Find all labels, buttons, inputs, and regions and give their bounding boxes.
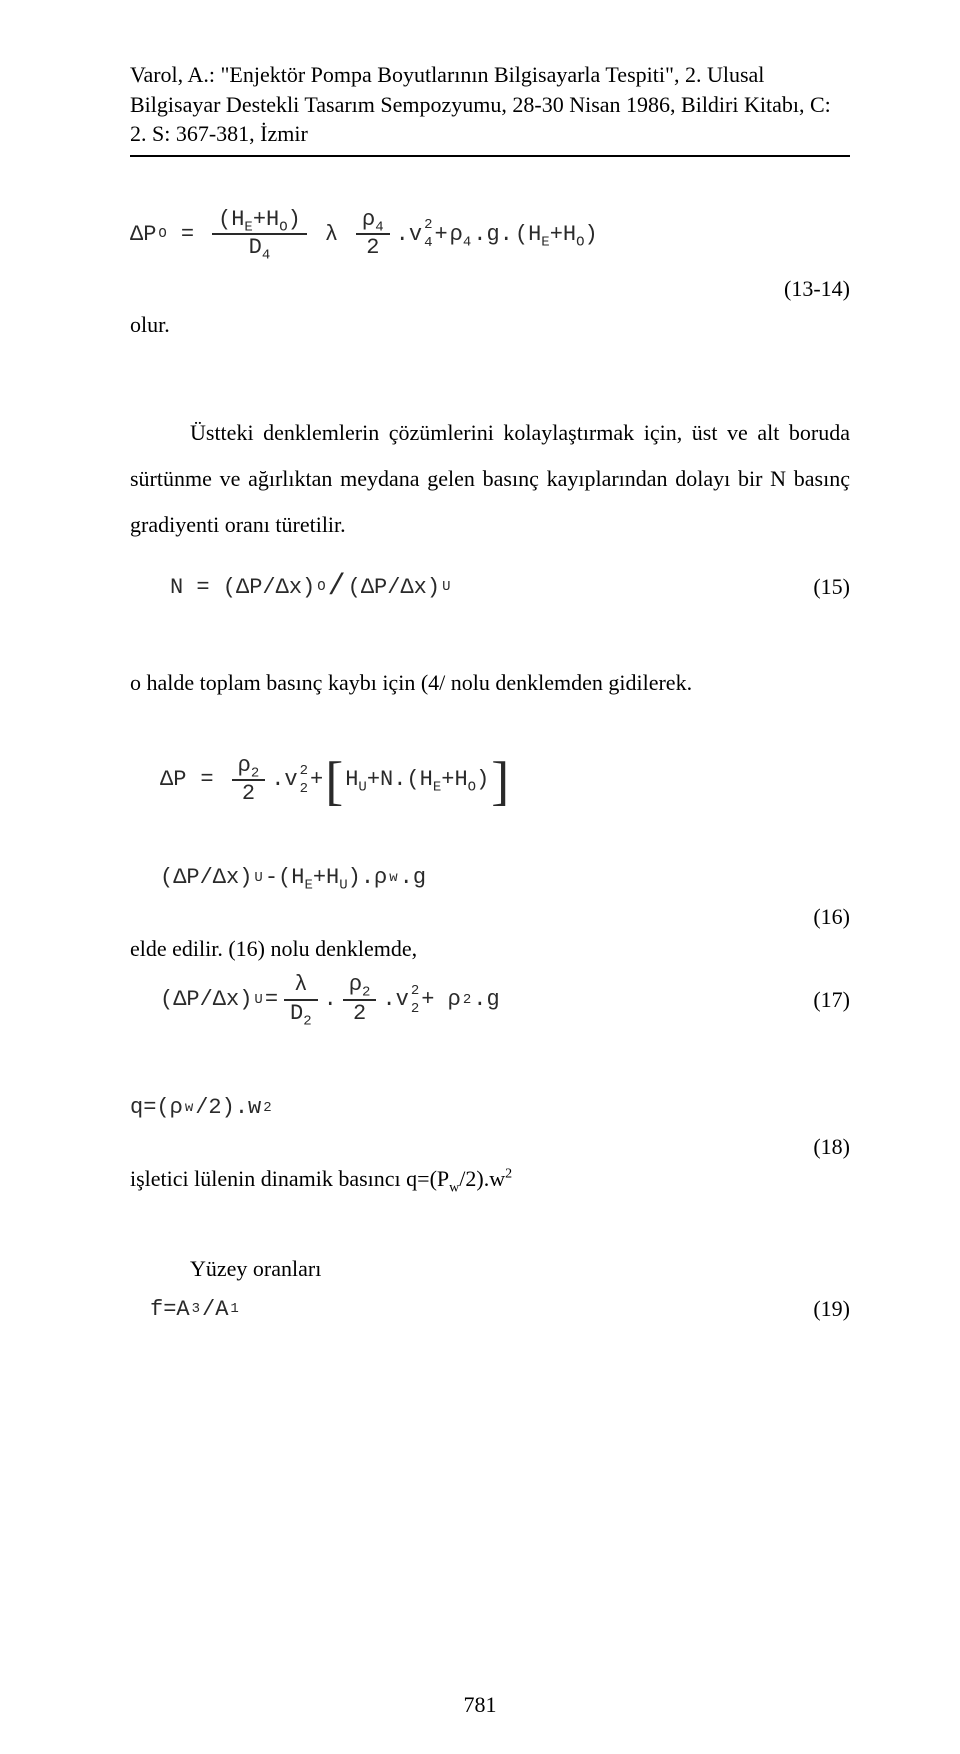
equation-17-row: (ΔP/Δx)U = λ D2 . ρ2 2 .v 2 2 + ρ2 .g (1… bbox=[130, 972, 850, 1027]
f1-v-sup: 2 bbox=[424, 218, 432, 232]
f2-lhs: N = (ΔP/Δx) bbox=[170, 575, 315, 600]
f3-frac-den: 2 bbox=[236, 781, 261, 807]
equation-13-14-row: ΔPO = (HE+HO) D4 λ ρ4 2 .v 2 4 + ρ4 .g. bbox=[130, 207, 850, 262]
f1-frac1-num: (HE+HO) bbox=[212, 207, 307, 233]
f1-v-subsup: 2 4 bbox=[424, 220, 432, 248]
f3-frac: ρ2 2 bbox=[232, 753, 266, 808]
f5-v-sub: 2 bbox=[411, 1002, 419, 1016]
f1-g: .g. bbox=[473, 222, 513, 247]
f1-frac2: ρ4 2 bbox=[356, 207, 390, 262]
f2-mid: (ΔP/Δx) bbox=[348, 575, 440, 600]
f1-tail: (HE+HO) bbox=[515, 222, 598, 247]
page: Varol, A.: "Enjektör Pompa Boyutlarının … bbox=[0, 0, 960, 1754]
eqnum-15: (15) bbox=[813, 574, 850, 600]
f1-lambda: λ bbox=[325, 222, 338, 247]
f3-lhs: ΔP bbox=[160, 767, 186, 792]
equation-15-row: N = (ΔP/Δx)O / (ΔP/Δx)U (15) bbox=[130, 570, 850, 604]
header-rule bbox=[130, 155, 850, 157]
equation-15: N = (ΔP/Δx)O / (ΔP/Δx)U bbox=[170, 570, 450, 604]
eqnum-17: (17) bbox=[813, 987, 850, 1013]
f5-lhs: (ΔP/Δx) bbox=[160, 987, 252, 1012]
equation-dpx: (ΔP/Δx)U -(HE+HU).ρw .g bbox=[160, 865, 426, 890]
equation-19-row: f=A3/A1 (19) bbox=[130, 1296, 850, 1322]
eqnum-18-text: (18) bbox=[813, 1134, 850, 1160]
equation-dpx-row: (ΔP/Δx)U -(HE+HU).ρw .g bbox=[130, 865, 850, 890]
f1-lhs: ΔP bbox=[130, 222, 156, 247]
f5-v-sup: 2 bbox=[411, 984, 419, 998]
f3-v-subsup: 2 2 bbox=[300, 766, 308, 794]
f3-plus: + bbox=[310, 767, 323, 792]
eqnum-16: (16) bbox=[130, 904, 850, 930]
f3-inside: HU+N.(HE+HO) bbox=[345, 767, 489, 792]
f3-frac-num: ρ2 bbox=[232, 753, 266, 779]
f1-frac2-den: 2 bbox=[360, 235, 385, 261]
page-number: 781 bbox=[0, 1692, 960, 1718]
f1-frac1: (HE+HO) D4 bbox=[212, 207, 307, 262]
f3-v: .v bbox=[271, 767, 297, 792]
f5-plus: + ρ bbox=[421, 987, 461, 1012]
equation-q: q=(ρw/2).w2 bbox=[130, 1095, 272, 1120]
f3-v-sub: 2 bbox=[300, 782, 308, 796]
isletici-text: işletici lülenin dinamik basıncı q=(P bbox=[130, 1166, 449, 1191]
f3-v-sup: 2 bbox=[300, 764, 308, 778]
f5-eq: = bbox=[265, 987, 278, 1012]
f7-mid: /A bbox=[202, 1297, 228, 1322]
isletici-line: işletici lülenin dinamik basıncı q=(Pw/2… bbox=[130, 1166, 850, 1192]
f3-lbracket: [ bbox=[325, 763, 343, 801]
isletici-sub: w bbox=[449, 1181, 459, 1196]
header-author: Varol, A. bbox=[130, 62, 209, 87]
paragraph-2: o halde toplam basınç kaybı için (4/ nol… bbox=[130, 660, 850, 706]
f5-dot1: . bbox=[324, 987, 337, 1012]
f4-lhs: (ΔP/Δx) bbox=[160, 865, 252, 890]
f4-mid: -(HE+HU).ρ bbox=[265, 865, 387, 890]
eqnum-13-14: (13-14) bbox=[130, 276, 850, 302]
equation-13-14: ΔPO = (HE+HO) D4 λ ρ4 2 .v 2 4 + ρ4 .g. bbox=[130, 207, 598, 262]
elde-edilir: elde edilir. (16) nolu denklemde, bbox=[130, 936, 850, 962]
eqnum-18: (18) bbox=[130, 1134, 850, 1160]
f5-frac2-den: 2 bbox=[347, 1001, 372, 1027]
isletici-sup: 2 bbox=[505, 1167, 512, 1182]
olur: olur. bbox=[130, 312, 850, 338]
f1-plus: + bbox=[434, 222, 447, 247]
equation-q-row: q=(ρw/2).w2 bbox=[130, 1095, 850, 1120]
eqnum-16-text: (16) bbox=[813, 904, 850, 930]
f1-frac2-num: ρ4 bbox=[356, 207, 390, 233]
f5-frac1: λ D2 bbox=[284, 972, 318, 1027]
f1-v: .v bbox=[396, 222, 422, 247]
paragraph-1: Üstteki denklemlerin çözümlerini kolayla… bbox=[130, 410, 850, 549]
f5-frac2: ρ2 2 bbox=[343, 972, 377, 1027]
f5-tail: .g bbox=[473, 987, 499, 1012]
f6-mid: /2).w bbox=[195, 1095, 261, 1120]
equation-19: f=A3/A1 bbox=[150, 1297, 239, 1322]
f4-tail: .g bbox=[400, 865, 426, 890]
f5-frac1-num: λ bbox=[288, 972, 313, 998]
f5-frac1-den: D2 bbox=[284, 1001, 318, 1027]
isletici-tail: /2).w bbox=[459, 1166, 505, 1191]
f3-rbracket: ] bbox=[491, 763, 509, 801]
f6-text: q=(ρ bbox=[130, 1095, 183, 1120]
eqnum-19: (19) bbox=[813, 1296, 850, 1322]
equation-dp: ΔP = ρ2 2 .v 2 2 + [ HU+N.(HE+HO) ] bbox=[160, 753, 509, 808]
f1-rho4: ρ4 bbox=[450, 222, 472, 247]
eqnum-13-14-text: (13-14) bbox=[784, 276, 850, 302]
equation-dp-row: ΔP = ρ2 2 .v 2 2 + [ HU+N.(HE+HO) ] bbox=[130, 753, 850, 808]
header-title: : "Enjektör Pompa Boyutlarının Bilgisaya… bbox=[130, 62, 831, 146]
f1-v-sub: 4 bbox=[424, 236, 432, 250]
f5-frac2-num: ρ2 bbox=[343, 972, 377, 998]
f5-v-subsup: 2 2 bbox=[411, 986, 419, 1014]
running-header: Varol, A.: "Enjektör Pompa Boyutlarının … bbox=[130, 60, 850, 149]
f5-v: .v bbox=[382, 987, 408, 1012]
f1-frac1-den: D4 bbox=[243, 235, 277, 261]
equation-17: (ΔP/Δx)U = λ D2 . ρ2 2 .v 2 2 + ρ2 .g bbox=[160, 972, 500, 1027]
yuzey-oranlari: Yüzey oranları bbox=[190, 1256, 850, 1282]
f7-text: f=A bbox=[150, 1297, 190, 1322]
